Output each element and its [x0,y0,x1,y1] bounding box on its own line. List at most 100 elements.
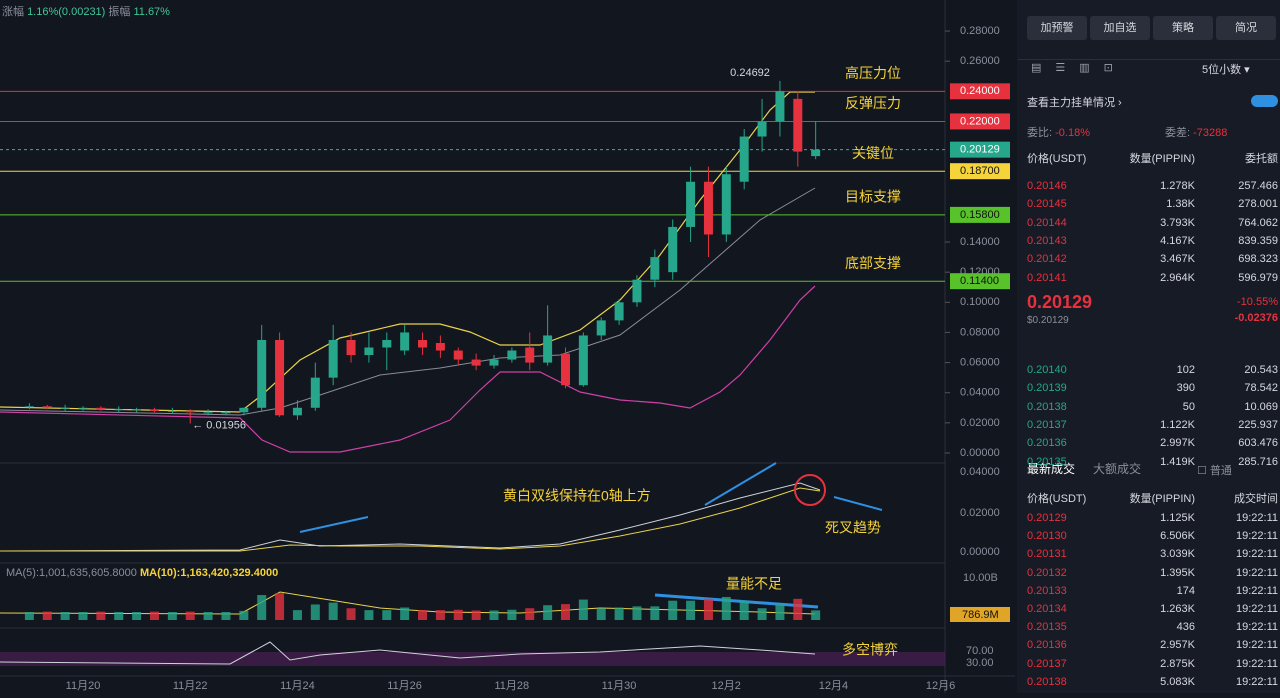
t: 1.16%(0.00231) [27,6,105,18]
candle-body [257,339,267,408]
date-label: 11月20 [66,680,101,692]
price-tick: 0.26000 [960,55,1000,67]
cell: 0.20137 [1027,418,1067,431]
note: 量能不足 [726,576,782,592]
cell: 0.20137 [1027,657,1067,670]
price-tick: 0.02000 [960,417,1000,429]
t: 11.67% [133,6,170,18]
view-icons[interactable]: ▤☰▥⊡ [1031,62,1127,74]
vol-current: 786.9M [962,609,999,621]
cell: 价格(USDT) [1027,153,1087,165]
level-note: 关键位 [852,145,894,161]
candle-body [114,409,124,411]
candle-body [525,347,535,363]
vol-bar-deco [114,612,124,620]
vol-bar-deco [132,612,142,620]
cell: 19:22:11 [1235,584,1278,597]
level-box [950,83,1010,100]
cell: 19:22:11 [1235,566,1278,579]
level-note: 底部支撑 [845,255,901,271]
button[interactable]: 简况 [1216,16,1276,40]
current-label: 0.20129 [960,144,1000,156]
cell: 0.20146 [1027,180,1067,192]
candle-body [42,406,52,408]
cell: 19:22:11 [1235,603,1278,615]
cell: 5.083K [1160,675,1195,688]
vol-bar-deco [96,611,106,620]
vol-bar-deco [167,612,177,620]
cell: 764.062 [1238,216,1278,229]
vol-bar-deco [60,612,70,620]
t: 振幅 [108,4,130,18]
cell: 698.323 [1238,253,1278,266]
depth-toggle[interactable]: 查看主力挂单情况 › [1027,97,1122,109]
cell: 19:22:11 [1235,512,1278,524]
t: 委比: [1027,127,1053,139]
candle-body [507,350,517,360]
toggle[interactable] [1251,95,1278,107]
cell: 3.039K [1160,548,1195,561]
cell: 成交时间 [1234,493,1278,505]
cell: 19:22:11 [1235,621,1278,634]
filter[interactable]: ☐ 普通 [1197,465,1232,477]
button[interactable]: 策略 [1153,16,1213,40]
tab[interactable]: 最新成交 [1027,462,1076,476]
vol-bar-deco [328,602,338,620]
cell: 0.20143 [1027,234,1067,247]
macd-dif [0,482,821,552]
mid-usd: $0.20129 [1027,315,1069,326]
cell: 2.875K [1160,657,1195,670]
cell: 4.167K [1160,234,1195,247]
cell: 285.716 [1238,455,1278,468]
candle-body [775,91,785,122]
button[interactable]: 加自选 [1090,16,1150,40]
level-note: 目标支撑 [845,189,901,205]
candle-body [614,302,624,321]
tab[interactable]: 大额成交 [1093,462,1142,476]
price-tick: 0.08000 [960,326,1000,338]
cell: 价格(USDT) [1027,493,1087,505]
cell: 2.964K [1160,271,1195,284]
level-box [950,163,1010,180]
cell: 0.20135 [1027,455,1067,468]
t: 委差: [1165,127,1191,139]
price-tick: 0.14000 [960,236,1000,248]
cell: 数量(PIPPIN) [1129,153,1195,165]
cell: 20.543 [1244,364,1278,376]
cell: 1.395K [1160,566,1195,579]
candle-body [239,407,249,413]
note: 黄白双线保持在0轴上方 [503,488,651,504]
cell: 596.979 [1238,271,1278,284]
candle-body [650,257,660,280]
cell: 0.20141 [1027,271,1067,284]
cell: 10.069 [1244,400,1278,413]
price-tick: 0.06000 [960,356,1000,368]
candle-body [793,98,803,152]
decimals[interactable]: 5位小数 ▾ [1202,64,1250,76]
vol-box [950,607,1010,622]
candle-body [203,412,213,414]
arrow [704,462,777,506]
candle-body [310,377,320,408]
cell: 0.20138 [1027,675,1067,688]
candle-body [221,412,231,414]
candle-body [382,339,392,348]
candle-body [739,136,749,182]
candle-body [167,410,177,412]
vol-bar-deco [292,610,302,620]
low-label: ← 0.01956 [192,419,246,431]
vol-ma5: MA(5):1,001,635,605.8000 [6,567,137,579]
cell: 1.38K [1166,198,1195,211]
vol-bar-deco [346,608,356,620]
cell: 0.20136 [1027,639,1067,652]
price-tick: 0.10000 [960,296,1000,308]
candle-body [96,407,106,410]
cell: 2.997K [1160,437,1195,450]
button[interactable]: 加预警 [1027,16,1087,40]
price-tick: 0.04000 [960,387,1000,399]
vol-bar-deco [525,608,535,620]
vol-bar-deco [560,604,570,620]
t: 普通 [1209,465,1232,477]
cell: 603.476 [1238,437,1278,450]
candle-body [596,320,606,336]
